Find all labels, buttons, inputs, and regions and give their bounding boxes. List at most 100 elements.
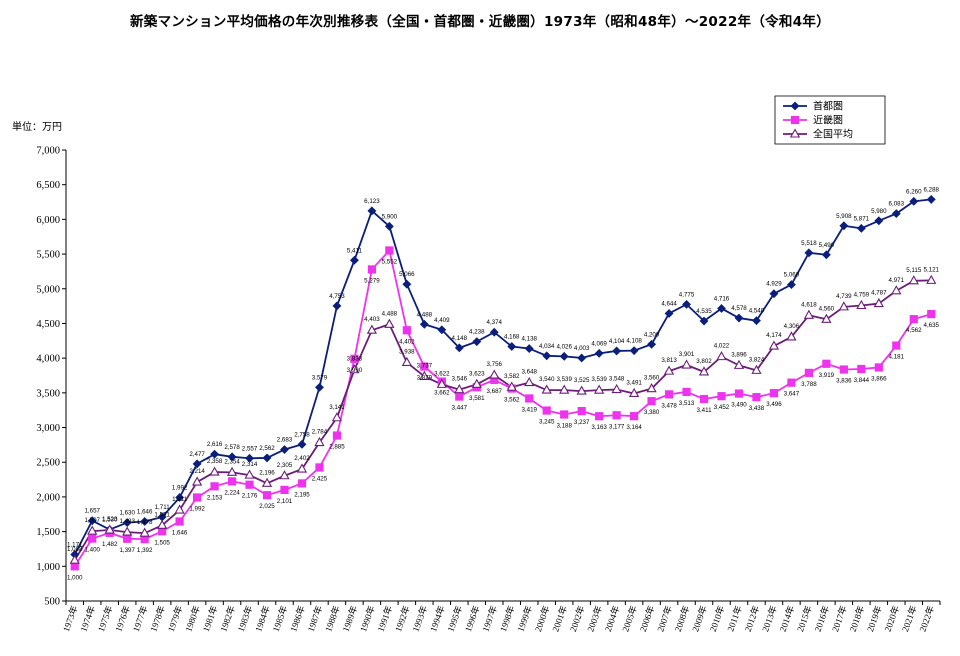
data-label: 5,518 [801, 240, 817, 247]
diamond-marker [227, 452, 237, 462]
triangle-marker [174, 504, 185, 514]
x-tick-label: 1997年 [480, 604, 500, 633]
square-marker [175, 517, 184, 526]
data-label: 6,083 [889, 201, 905, 208]
data-label: 3,833 [347, 356, 363, 363]
triangle-marker [296, 463, 308, 473]
data-label: 3,901 [679, 351, 695, 358]
data-label: 2,153 [207, 494, 223, 501]
data-label: 3,539 [556, 376, 572, 383]
diamond-marker [245, 453, 254, 463]
diamond-marker [297, 439, 307, 449]
diamond-marker [821, 250, 831, 260]
y-tick-label: 5,500 [36, 250, 60, 261]
data-label: 3,648 [521, 369, 537, 376]
square-marker [70, 562, 79, 571]
square-marker [385, 246, 394, 255]
square-marker [874, 363, 883, 372]
x-tick-label: 1981年 [200, 604, 220, 633]
triangle-marker [611, 383, 622, 394]
x-tick-label: 2003年 [584, 604, 604, 633]
triangle-marker [331, 412, 343, 422]
diamond-marker [909, 196, 919, 206]
data-label: 4,787 [871, 290, 887, 297]
diamond-marker [790, 101, 800, 111]
data-label: 4,168 [504, 333, 520, 340]
data-label: 4,535 [696, 308, 712, 315]
triangle-marker [838, 301, 849, 311]
triangle-marker [716, 351, 727, 361]
y-tick-label: 1,500 [36, 527, 60, 538]
data-label: 3,581 [469, 395, 485, 402]
diamond-marker [682, 299, 691, 309]
data-label: 3,813 [661, 357, 677, 364]
data-label: 5,871 [854, 215, 870, 222]
square-marker [402, 326, 411, 335]
data-label: 3,896 [731, 351, 747, 358]
data-label: 5,121 [924, 266, 940, 273]
x-tick-label: 1984年 [252, 604, 272, 633]
triangle-marker [789, 128, 801, 138]
triangle-marker [628, 387, 640, 398]
x-tick-label: 2017年 [829, 604, 849, 633]
x-tick-label: 1982年 [217, 604, 237, 633]
data-label: 2,784 [312, 429, 328, 436]
data-label: 3,919 [819, 372, 835, 379]
data-label: 3,582 [504, 373, 520, 380]
square-marker [612, 411, 621, 420]
data-label: 3,452 [714, 404, 730, 411]
y-tick-label: 7,000 [36, 146, 60, 157]
diamond-marker [786, 280, 796, 290]
x-tick-label: 1986年 [287, 604, 307, 633]
square-marker [734, 389, 744, 398]
diamond-marker [262, 453, 272, 463]
data-label: 1,397 [119, 547, 135, 554]
square-marker [332, 431, 342, 440]
data-label: 2,562 [259, 445, 275, 452]
data-label: 2,578 [224, 444, 240, 451]
square-marker [262, 491, 272, 500]
x-tick-label: 2006年 [637, 604, 657, 633]
y-tick-label: 6,000 [36, 215, 60, 226]
x-tick-label: 1975年 [95, 604, 115, 633]
diamond-marker [559, 351, 569, 361]
data-label: 2,557 [242, 445, 258, 452]
data-label: 3,844 [854, 377, 870, 384]
data-label: 5,490 [819, 242, 835, 249]
triangle-marker [349, 364, 360, 374]
triangle-marker [891, 285, 902, 295]
data-label: 1,530 [102, 517, 118, 524]
square-marker [787, 378, 796, 387]
data-label: 4,971 [889, 277, 905, 284]
triangle-marker [69, 554, 80, 564]
data-label: 5,060 [784, 272, 800, 279]
data-label: 4,562 [906, 327, 922, 334]
data-label: 4,403 [364, 316, 380, 323]
x-tick-label: 2021年 [899, 604, 919, 633]
data-label: 3,546 [452, 376, 468, 383]
data-label: 3,163 [591, 424, 607, 431]
diamond-marker [332, 301, 342, 311]
data-label: 1,630 [119, 510, 135, 517]
y-tick-label: 2,500 [36, 458, 60, 469]
data-label: 1,392 [137, 547, 153, 554]
triangle-marker [419, 370, 430, 380]
x-tick-label: 2015年 [794, 604, 814, 633]
triangle-marker [698, 366, 710, 376]
square-marker [193, 493, 202, 502]
x-tick-label: 2013年 [759, 604, 779, 633]
x-tick-label: 2004年 [602, 604, 622, 633]
square-marker [420, 362, 429, 371]
data-label: 3,938 [399, 348, 415, 355]
x-tick-label: 1998年 [497, 604, 517, 633]
data-label: 3,237 [574, 419, 590, 426]
data-label: 1,000 [67, 574, 83, 581]
data-label: 4,635 [924, 322, 940, 329]
data-label: 3,490 [731, 402, 747, 409]
x-tick-label: 2010年 [707, 604, 727, 633]
x-tick-label: 1979年 [165, 604, 185, 633]
x-tick-label: 1989年 [340, 604, 360, 633]
data-label: 2,354 [224, 458, 240, 465]
